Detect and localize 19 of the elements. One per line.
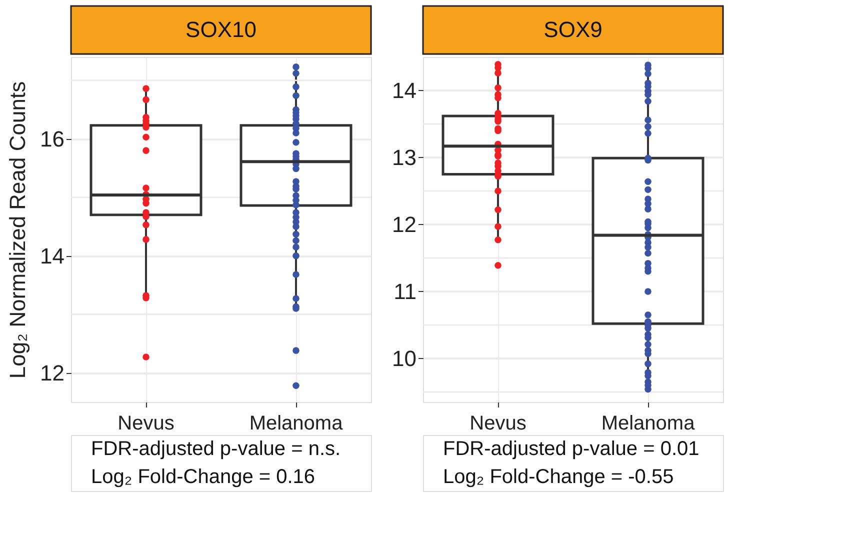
y-tick-label: 12 xyxy=(40,360,64,386)
x-tick-label: Nevus xyxy=(118,412,174,434)
y-tick-label: 10 xyxy=(392,346,416,371)
y-tick-label: 11 xyxy=(394,278,416,304)
x-tick-label: Melanoma xyxy=(249,412,344,434)
y-tick-label: 13 xyxy=(392,144,416,170)
y-tick-label: 12 xyxy=(392,212,416,237)
text: Log₂ Fold-Change = -0.55 xyxy=(443,466,674,488)
y-tick-label: 14 xyxy=(392,78,416,103)
text: FDR-adjusted p-value = n.s. xyxy=(91,438,341,460)
x-tick-label: Nevus xyxy=(470,412,526,434)
chart-title: SOX9 xyxy=(544,17,602,42)
text: FDR-adjusted p-value = 0.01 xyxy=(443,438,700,460)
text: Log₂ Fold-Change = 0.16 xyxy=(91,466,316,488)
y-tick-label: 14 xyxy=(40,243,64,268)
y-tick-label: 16 xyxy=(40,126,64,152)
chart-title: SOX10 xyxy=(186,17,256,42)
y-axis-title: Log₂ Normalized Read Counts xyxy=(5,81,30,379)
x-tick-label: Melanoma xyxy=(601,412,696,434)
